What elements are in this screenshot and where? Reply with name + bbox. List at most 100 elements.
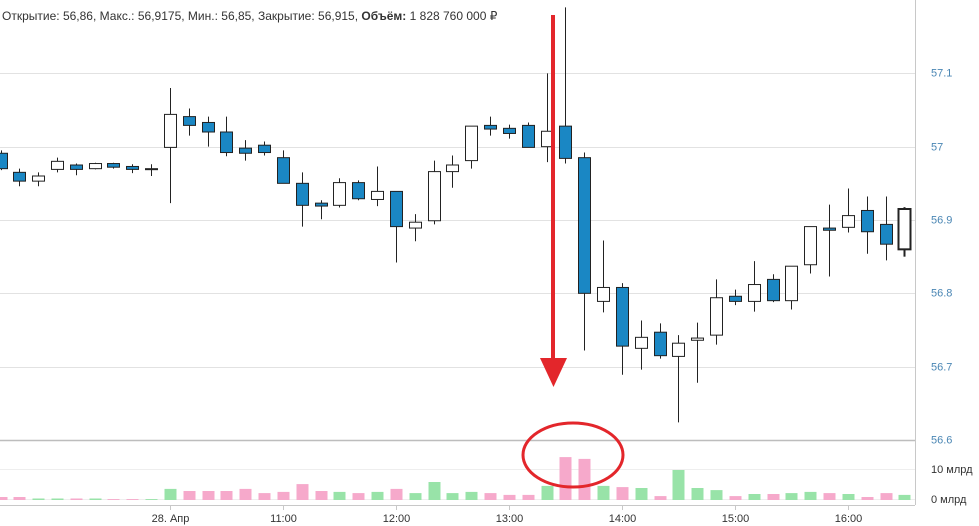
candle-body: [897, 208, 912, 251]
volume-bar: [823, 493, 836, 500]
candle-body: [842, 215, 855, 228]
volume-tick-label: 10 млрд: [931, 464, 973, 476]
candle-body: [333, 182, 346, 206]
candle-body: [13, 171, 26, 182]
candle-body: [861, 209, 874, 233]
candle-body: [729, 295, 742, 302]
candle-body: [258, 144, 271, 154]
volume-bar: [522, 494, 535, 500]
x-tick-label: 13:00: [496, 513, 524, 525]
candle-body: [126, 165, 139, 170]
volume-bar: [32, 498, 45, 500]
volume-bar: [428, 482, 441, 500]
volume-bar: [484, 493, 497, 500]
volume-bar: [183, 491, 196, 500]
volume-bar: [672, 470, 685, 500]
candle-body: [220, 131, 233, 154]
volume-bar: [898, 494, 911, 500]
volume-bar: [0, 497, 8, 500]
header-info: Открытие: 56,86, Макс.: 56,9175, Мин.: 5…: [2, 9, 498, 23]
volume-bar: [315, 491, 328, 500]
candle-body: [616, 286, 629, 347]
candle-body: [446, 164, 459, 173]
volume-bar: [352, 493, 365, 500]
candle-body: [522, 124, 535, 148]
candle-body: [164, 113, 177, 148]
candle-body: [296, 182, 309, 206]
volume-bar: [767, 494, 780, 500]
candle-body: [465, 125, 478, 162]
volume-bar: [13, 497, 26, 500]
volume-bar: [446, 493, 459, 500]
candle-body: [428, 171, 441, 222]
candle-body: [635, 336, 648, 349]
candle-body: [578, 157, 591, 294]
header-high: 56,9175,: [138, 9, 185, 23]
volume-bar: [597, 485, 610, 500]
header-close: 56,915,: [318, 9, 358, 23]
header-open-label: Открытие:: [2, 9, 60, 23]
candle-body: [202, 121, 215, 133]
y-tick-label: 57.1: [931, 67, 952, 79]
y-tick-label: 56.8: [931, 287, 952, 299]
marks: [0, 7, 912, 500]
candle-body: [32, 175, 45, 182]
arrow-head: [540, 358, 567, 387]
x-tick-label: 16:00: [835, 513, 863, 525]
header-open: 56,86,: [63, 9, 96, 23]
volume-bar: [785, 493, 798, 500]
candle-body: [691, 337, 704, 341]
volume-bar: [503, 494, 516, 500]
highlight-ellipse: [521, 421, 625, 489]
header-low: 56,85,: [221, 9, 254, 23]
candle-body: [107, 163, 120, 168]
volume-bar: [107, 499, 120, 500]
volume-bar: [616, 487, 629, 500]
candle-body: [880, 223, 893, 245]
candle-body: [597, 286, 610, 302]
header-low-label: Мин.:: [188, 9, 218, 23]
volume-bar: [578, 458, 591, 500]
candle-body: [748, 284, 761, 302]
candle-body: [371, 190, 384, 200]
candle-body: [785, 265, 798, 302]
volume-bar: [51, 498, 64, 500]
volume-bar: [239, 488, 252, 500]
volume-bar: [804, 491, 817, 500]
volume-bar: [333, 491, 346, 500]
candle-body: [70, 164, 83, 170]
y-tick-label: 57: [931, 141, 943, 153]
candle-body: [239, 147, 252, 154]
y-tick-label: 56.9: [931, 214, 952, 226]
volume-bar: [559, 457, 572, 500]
volume-bar: [635, 488, 648, 500]
candle-body: [672, 342, 685, 357]
candle-body: [51, 160, 64, 170]
volume-bar: [465, 491, 478, 500]
volume-bar: [145, 499, 158, 500]
header-volume: 1 828 760 000 ₽: [410, 9, 498, 23]
volume-bar: [729, 496, 742, 500]
candle-body: [559, 125, 572, 159]
volume-bar: [691, 488, 704, 500]
candle-body: [183, 116, 196, 126]
volume-bar: [710, 490, 723, 500]
candle-body: [145, 168, 158, 171]
volume-bar: [654, 496, 667, 500]
volume-bar: [296, 484, 309, 500]
candle-body: [823, 227, 836, 231]
volume-bar: [861, 497, 874, 500]
volume-bar: [390, 488, 403, 500]
volume-tick-label: 0 млрд: [931, 494, 967, 506]
volume-bar: [277, 491, 290, 500]
header-close-label: Закрытие:: [258, 9, 315, 23]
x-tick-label: 28. Апр: [152, 513, 190, 525]
volume-bar: [164, 488, 177, 500]
candle-body: [0, 152, 8, 170]
candle-body: [352, 182, 365, 200]
volume-bar: [89, 498, 102, 500]
volume-bar: [70, 498, 83, 500]
